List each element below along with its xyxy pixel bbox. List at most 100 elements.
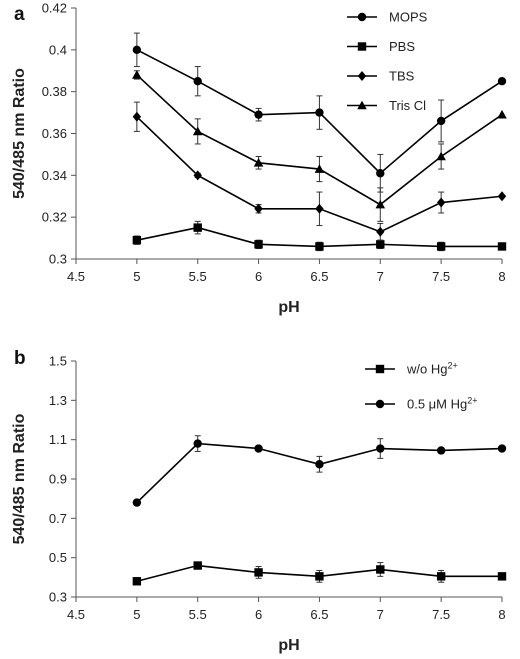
chart-panel-b: 4.5 5 5.5 6 6.5 7 7.5 8 0.3 0.5 0.7 0.9 1.1 1.3 1.5 pH 5… — [11, 348, 507, 654]
y-tick-label: 0.3 — [49, 590, 67, 605]
legend-marker — [375, 399, 385, 409]
x-tick-label: 4.5 — [67, 607, 85, 622]
y-tick-label: 0.3 — [49, 252, 67, 267]
data-point — [314, 164, 325, 173]
data-point — [436, 197, 446, 208]
legend-marker — [357, 71, 367, 81]
data-point — [193, 561, 202, 570]
data-point — [132, 70, 142, 79]
data-point — [376, 444, 385, 453]
data-point — [497, 191, 507, 202]
data-point — [436, 116, 446, 126]
data-point — [254, 240, 263, 249]
series-w-o-hg — [132, 561, 507, 586]
data-point — [376, 226, 385, 237]
series-line — [136, 442, 503, 504]
y-tick-label: 0.4 — [49, 42, 67, 57]
legend-label-superscript: 2+ — [467, 396, 477, 406]
y-tick-label: 0.9 — [49, 472, 67, 487]
data-point — [315, 572, 324, 581]
y-tick-label: 0.36 — [42, 126, 67, 141]
legend-entry: 0.5 μM Hg2+ — [365, 396, 478, 412]
y-tick-label: 0.32 — [42, 210, 67, 225]
legend-label: w/o Hg2+ — [406, 361, 458, 377]
legend-marker — [357, 42, 367, 51]
x-tick-label: 6.5 — [310, 269, 328, 284]
legend-entry: w/o Hg2+ — [365, 361, 458, 377]
data-point — [376, 240, 385, 249]
x-tick-label: 4.5 — [67, 269, 85, 284]
data-point — [376, 565, 385, 574]
data-point — [315, 460, 324, 469]
y-axis-title: 540/485 nm Ratio — [11, 68, 28, 199]
x-tick-label: 7.5 — [432, 607, 450, 622]
data-point — [132, 111, 142, 122]
x-tick-label: 7.5 — [432, 269, 450, 284]
data-point — [132, 235, 142, 245]
legend-entry: MOPS — [347, 10, 428, 25]
x-axis-title: pH — [278, 299, 299, 316]
y-tick-label: 1.3 — [49, 393, 67, 408]
legend-label: MOPS — [389, 10, 428, 25]
data-point — [497, 444, 507, 453]
legend-entry: TBS — [347, 69, 415, 84]
data-point — [375, 199, 386, 209]
legend-label-superscript: 2+ — [447, 361, 457, 371]
legend-label: 0.5 μM Hg2+ — [407, 396, 478, 412]
x-axis-title: pH — [278, 637, 299, 654]
legend-entry: PBS — [347, 39, 415, 54]
legend-label: Tris Cl — [389, 98, 426, 113]
legend-label: TBS — [389, 69, 415, 84]
data-point — [132, 577, 142, 586]
data-point — [497, 109, 507, 119]
data-point — [132, 45, 142, 55]
data-point — [254, 444, 263, 453]
legend-marker — [357, 100, 367, 110]
data-point — [193, 439, 202, 448]
x-tick-label: 6.5 — [310, 607, 328, 622]
data-point — [315, 242, 324, 251]
series-tbs — [132, 101, 507, 241]
y-tick-label: 0.5 — [49, 550, 67, 565]
panel-label: b — [14, 348, 26, 369]
x-tick-label: 5.5 — [189, 269, 207, 284]
legend-marker — [357, 12, 367, 22]
data-point — [132, 498, 142, 507]
data-point — [436, 572, 446, 581]
data-point — [497, 242, 507, 251]
legend-label: PBS — [389, 39, 415, 54]
x-tick-label: 8 — [498, 269, 505, 284]
y-tick-label: 0.34 — [42, 168, 67, 183]
data-point — [254, 203, 263, 214]
x-tick-label: 7 — [377, 269, 384, 284]
x-tick-label: 5 — [133, 269, 140, 284]
series-pbs — [132, 220, 507, 252]
legend-marker — [375, 364, 385, 374]
series-mops — [132, 32, 507, 193]
data-point — [315, 108, 324, 117]
series-0-5-m-hg — [132, 435, 507, 507]
y-axis-title: 540/485 nm Ratio — [11, 413, 28, 544]
legend-entry: Tris Cl — [347, 98, 426, 113]
y-tick-label: 1.1 — [49, 432, 67, 447]
x-tick-label: 5.5 — [189, 607, 207, 622]
data-point — [497, 77, 507, 86]
data-point — [376, 169, 385, 178]
data-point — [436, 446, 446, 455]
x-tick-label: 5 — [133, 607, 140, 622]
y-tick-label: 0.42 — [42, 1, 67, 16]
data-point — [254, 568, 263, 577]
y-tick-label: 1.5 — [49, 354, 67, 369]
y-tick-label: 0.38 — [42, 84, 67, 99]
data-point — [193, 223, 202, 232]
chart-panel-a: 4.5 5 5.5 6 6.5 7 7.5 8 0.3 0.32 0.34 0.36 0.38 0.4 0.… — [11, 1, 507, 316]
data-point — [436, 151, 446, 161]
x-tick-label: 7 — [377, 607, 384, 622]
panel-label: a — [14, 4, 25, 25]
data-point — [497, 572, 507, 581]
data-point — [192, 126, 203, 136]
data-point — [253, 157, 264, 167]
data-point — [436, 242, 446, 251]
series-line — [136, 74, 503, 206]
data-point — [254, 110, 263, 119]
